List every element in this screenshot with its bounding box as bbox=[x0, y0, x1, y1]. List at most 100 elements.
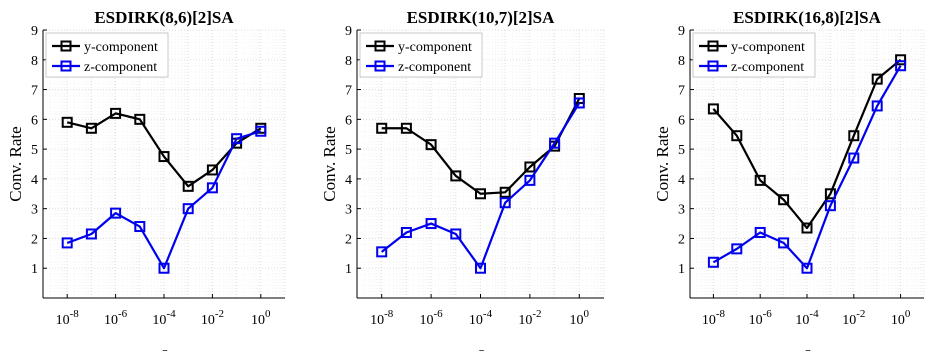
chart-3: 1 2 3 4 5 6 7 8 9 10-8 10-6 10-4 10-2 100 ESDIRK(16,8)… bbox=[653, 8, 925, 351]
x-tick-label: 10-8 bbox=[370, 308, 394, 328]
data-point-marker bbox=[61, 237, 73, 249]
y-tick-label: 2 bbox=[31, 232, 38, 247]
data-point-marker bbox=[895, 60, 907, 72]
data-point-marker bbox=[158, 151, 170, 163]
data-point-marker bbox=[549, 137, 561, 149]
data-point-marker bbox=[376, 122, 388, 134]
data-point-marker bbox=[707, 256, 719, 268]
y-tick-label: 9 bbox=[345, 24, 352, 39]
y-axis-label: Conv. Rate bbox=[6, 126, 25, 201]
data-point-marker bbox=[801, 262, 813, 274]
x-tick-label: 100 bbox=[570, 308, 590, 328]
y-tick-label: 7 bbox=[31, 84, 38, 99]
x-tick-label: 10-6 bbox=[420, 308, 444, 328]
x-tick-label: 10-4 bbox=[152, 308, 176, 328]
data-point-marker bbox=[400, 226, 412, 238]
data-point-marker bbox=[376, 246, 388, 258]
data-point-marker bbox=[110, 107, 122, 119]
y-tick-label: 8 bbox=[678, 54, 685, 69]
data-point-marker bbox=[754, 226, 766, 238]
y-tick-label: 3 bbox=[345, 203, 352, 218]
legend-label: z-component bbox=[84, 60, 157, 75]
y-tick-label: 2 bbox=[678, 232, 685, 247]
y-axis-label: Conv. Rate bbox=[653, 126, 672, 201]
data-point-marker bbox=[778, 237, 790, 249]
legend-marker bbox=[374, 40, 386, 52]
data-point-marker bbox=[450, 170, 462, 182]
data-point-marker bbox=[754, 174, 766, 186]
data-point-marker bbox=[848, 152, 860, 164]
data-point-marker bbox=[85, 122, 97, 134]
legend-label: y-component bbox=[398, 40, 472, 55]
x-tick-label: 100 bbox=[891, 308, 911, 328]
y-tick-label: 7 bbox=[345, 84, 352, 99]
legend: y-component z-component bbox=[692, 32, 816, 78]
data-point-marker bbox=[824, 200, 836, 212]
data-point-marker bbox=[206, 164, 218, 176]
y-tick-label: 9 bbox=[31, 24, 38, 39]
series-line-y bbox=[712, 58, 902, 230]
y-tick-label: 3 bbox=[31, 203, 38, 218]
data-point-marker bbox=[848, 130, 860, 142]
data-point-marker bbox=[778, 194, 790, 206]
chart-2: 1 2 3 4 5 6 7 8 9 10-8 10-6 10-4 10-2 100 ESDIRK(10,7)… bbox=[320, 8, 605, 351]
y-tick-label: 6 bbox=[678, 113, 685, 128]
legend-marker bbox=[707, 60, 719, 72]
x-tick-label: 10-4 bbox=[795, 308, 819, 328]
series-line-z bbox=[381, 102, 581, 270]
legend-label: y-component bbox=[84, 40, 158, 55]
data-point-marker bbox=[425, 139, 437, 151]
chart-1: 1 2 3 4 5 6 7 8 9 10-8 10-6 10-4 10-2 100 ESDIRK(8,6)[… bbox=[6, 8, 286, 351]
data-point-marker bbox=[182, 203, 194, 215]
y-tick-label: 6 bbox=[31, 113, 38, 128]
series-line-z bbox=[712, 65, 902, 270]
y-tick-label: 4 bbox=[345, 173, 352, 188]
legend-label: z-component bbox=[398, 60, 471, 75]
x-tick-label: 10-6 bbox=[749, 308, 773, 328]
x-tick-label: 10-8 bbox=[702, 308, 726, 328]
x-tick-label: 10-4 bbox=[469, 308, 493, 328]
x-tick-label: 10-2 bbox=[201, 308, 224, 328]
data-point-marker bbox=[134, 113, 146, 125]
legend-marker bbox=[707, 40, 719, 52]
x-axis-label: ε bbox=[804, 343, 811, 351]
data-point-marker bbox=[158, 262, 170, 274]
data-point-marker bbox=[573, 97, 585, 109]
data-point-marker bbox=[731, 243, 743, 255]
y-tick-label: 1 bbox=[345, 262, 352, 277]
legend-marker bbox=[60, 40, 72, 52]
y-tick-label: 7 bbox=[678, 84, 685, 99]
data-point-marker bbox=[475, 262, 486, 274]
y-tick-label: 3 bbox=[678, 203, 685, 218]
y-tick-label: 5 bbox=[678, 143, 685, 158]
data-point-marker bbox=[524, 161, 536, 173]
x-tick-label: 100 bbox=[251, 308, 271, 328]
legend-label: y-component bbox=[731, 40, 805, 55]
x-tick-label: 10-6 bbox=[104, 308, 128, 328]
data-point-marker bbox=[182, 180, 194, 192]
series-line-y bbox=[381, 97, 581, 195]
data-point-marker bbox=[871, 100, 883, 112]
data-point-marker bbox=[499, 186, 511, 198]
y-tick-label: 1 bbox=[31, 262, 38, 277]
data-point-marker bbox=[425, 218, 437, 230]
data-point-marker bbox=[255, 125, 267, 137]
data-point-marker bbox=[400, 122, 412, 134]
chart-title: ESDIRK(8,6)[2]SA bbox=[94, 8, 234, 27]
data-point-marker bbox=[61, 116, 73, 128]
data-point-marker bbox=[85, 228, 97, 240]
y-tick-label: 5 bbox=[31, 143, 38, 158]
data-point-marker bbox=[206, 182, 218, 194]
x-tick-label: 10-2 bbox=[518, 308, 541, 328]
y-tick-label: 4 bbox=[678, 173, 685, 188]
data-point-marker bbox=[871, 73, 883, 85]
data-point-marker bbox=[450, 228, 462, 240]
x-tick-label: 10-8 bbox=[56, 308, 80, 328]
data-point-marker bbox=[707, 103, 719, 115]
data-point-marker bbox=[731, 130, 743, 142]
data-point-marker bbox=[110, 207, 122, 219]
series-line-z bbox=[66, 130, 262, 270]
y-tick-label: 5 bbox=[345, 143, 352, 158]
data-point-marker bbox=[499, 197, 511, 209]
legend-marker bbox=[60, 60, 72, 72]
